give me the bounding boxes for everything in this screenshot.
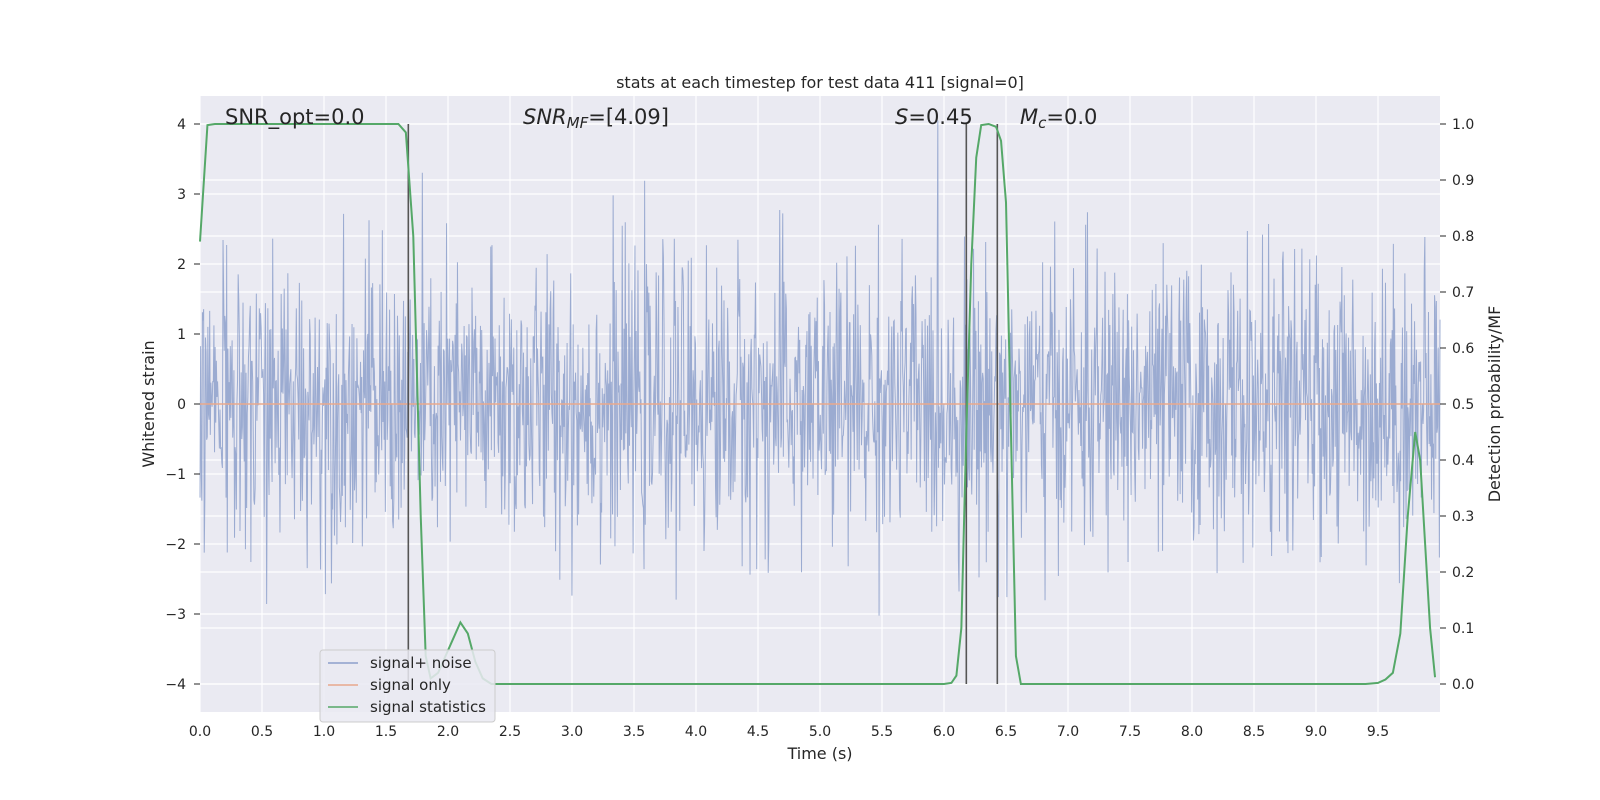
annotation-snr-mf-value: =[4.09] xyxy=(588,105,669,129)
annotation-mc: Mc=0.0 xyxy=(1020,105,1097,132)
x-tick-label: 6.5 xyxy=(995,724,1017,740)
x-tick-label: 5.5 xyxy=(871,724,893,740)
y2-tick-label: 0.3 xyxy=(1452,509,1474,525)
y-tick-label: −4 xyxy=(165,677,186,693)
x-tick-label: 7.0 xyxy=(1057,724,1079,740)
x-tick-label: 0.0 xyxy=(189,724,211,740)
signal-statistics-line xyxy=(199,122,1437,685)
y2-tick-label: 0.7 xyxy=(1452,285,1474,301)
signal-plus-noise-line xyxy=(199,120,1441,616)
y2-tick-label: 1.0 xyxy=(1452,117,1474,133)
y-tick-label: −3 xyxy=(165,607,186,623)
x-tick-label: 0.5 xyxy=(251,724,273,740)
x-tick-label: 4.0 xyxy=(685,724,707,740)
x-axis-label: Time (s) xyxy=(786,744,852,763)
chart-title: stats at each timestep for test data 411… xyxy=(616,73,1024,92)
legend-label-signal-plus-noise: signal+ noise xyxy=(370,654,472,672)
x-tick-label: 2.0 xyxy=(437,724,459,740)
x-tick-label: 9.0 xyxy=(1305,724,1327,740)
x-tick-label: 2.5 xyxy=(499,724,521,740)
signal-plus-noise-series xyxy=(199,120,1441,616)
y-tick-label: −2 xyxy=(165,537,186,553)
x-tick-label: 5.0 xyxy=(809,724,831,740)
y2-tick-label: 0.6 xyxy=(1452,341,1474,357)
y2-tick-label: 0.0 xyxy=(1452,677,1474,693)
y-tick-label: 0 xyxy=(177,397,186,413)
x-tick-label: 8.0 xyxy=(1181,724,1203,740)
annotation-snr-mf-subscript: MF xyxy=(567,114,589,132)
y-tick-label: 2 xyxy=(177,257,186,273)
annotation-snr-mf: SNRMF=[4.09] xyxy=(523,105,669,132)
y2-tick-label: 0.8 xyxy=(1452,229,1474,245)
y-tick-label: 1 xyxy=(177,327,186,343)
annotation-s-value: =0.45 xyxy=(908,105,972,129)
y2-tick-label: 0.1 xyxy=(1452,621,1474,637)
annotation-mc-symbol: M xyxy=(1020,105,1038,129)
y2-tick-label: 0.2 xyxy=(1452,565,1474,581)
annotation-mc-subscript: c xyxy=(1038,114,1047,132)
x-tick-label: 1.5 xyxy=(375,724,397,740)
y2-tick-label: 0.4 xyxy=(1452,453,1474,469)
x-tick-label: 4.5 xyxy=(747,724,769,740)
x-axis-ticks: 0.0 0.5 1.0 1.5 2.0 2.5 3.0 3.5 4.0 4.5 5.0 5.5 6.0 6… xyxy=(189,724,1389,740)
x-tick-label: 6.0 xyxy=(933,724,955,740)
annotation-s-symbol: S xyxy=(895,105,908,129)
x-tick-label: 3.0 xyxy=(561,724,583,740)
annotation-s: S=0.45 xyxy=(895,105,973,129)
y2-tick-label: 0.5 xyxy=(1452,397,1474,413)
y-axis-ticks: −4 −3 −2 −1 0 1 2 3 4 xyxy=(165,117,200,693)
annotation-mc-value: =0.0 xyxy=(1046,105,1097,129)
y2-axis-label: Detection probability/MF xyxy=(1485,306,1504,503)
y2-tick-label: 0.9 xyxy=(1452,173,1474,189)
x-tick-label: 7.5 xyxy=(1119,724,1141,740)
legend-box xyxy=(319,649,496,723)
y-axis-label: Whitened strain xyxy=(139,340,158,467)
annotation-snr-mf-symbol: SNR xyxy=(523,105,567,129)
x-tick-label: 1.0 xyxy=(313,724,335,740)
legend-label-signal-statistics: signal statistics xyxy=(370,698,486,716)
annotation-snr-opt: SNR_opt=0.0 xyxy=(225,105,365,130)
y2-axis-ticks: 0.0 0.1 0.2 0.3 0.4 0.5 0.6 0.7 0.8 0.9 1.0 xyxy=(1440,117,1474,693)
x-tick-label: 9.5 xyxy=(1367,724,1389,740)
y-tick-label: −1 xyxy=(165,467,186,483)
legend-label-signal-only: signal only xyxy=(370,676,451,694)
x-tick-label: 8.5 xyxy=(1243,724,1265,740)
legend: signal+ noise signal only signal statist… xyxy=(319,649,496,723)
y-tick-label: 3 xyxy=(177,187,186,203)
x-tick-label: 3.5 xyxy=(623,724,645,740)
y-tick-label: 4 xyxy=(177,117,186,133)
signal-statistics-series xyxy=(199,122,1437,685)
